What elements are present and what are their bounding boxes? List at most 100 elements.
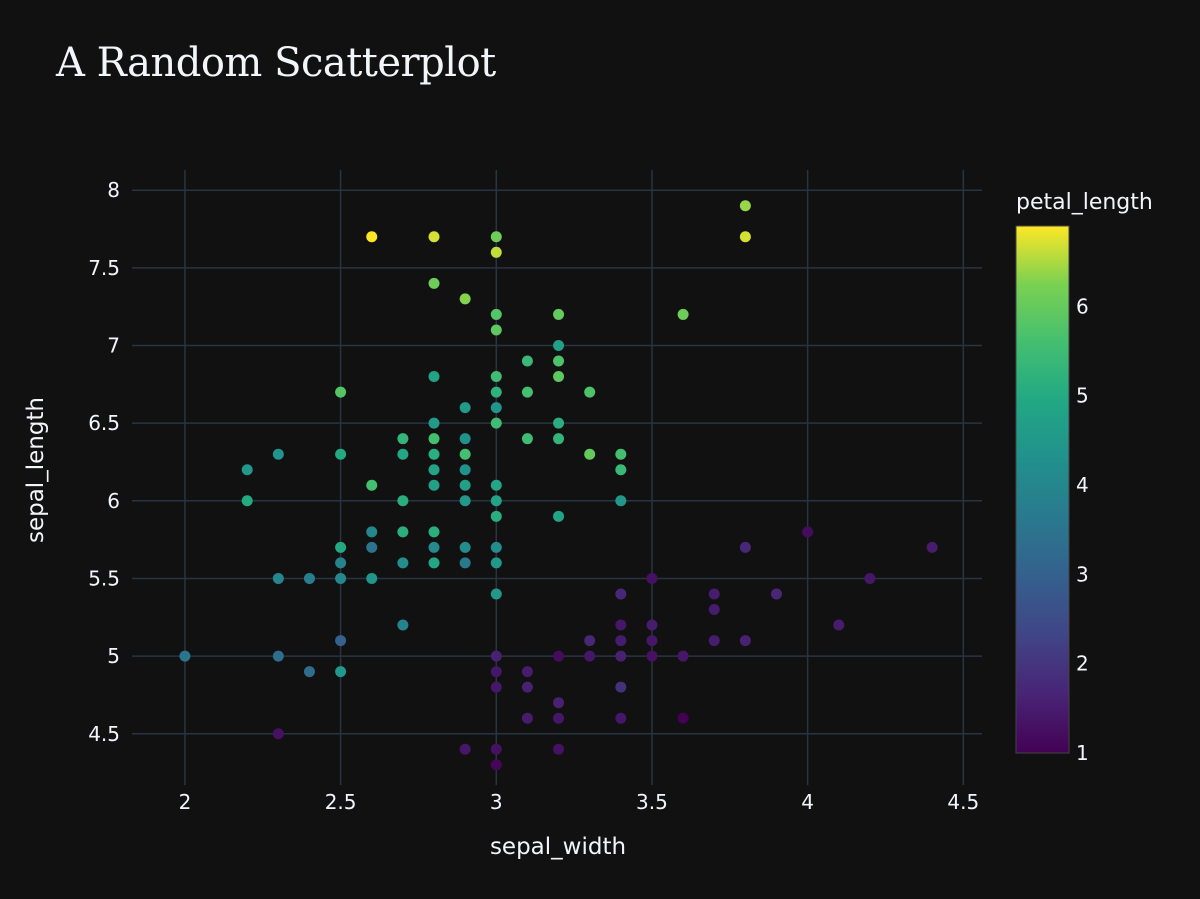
scatter-point bbox=[553, 697, 565, 709]
scatter-point bbox=[615, 588, 627, 600]
y-tick-label: 5 bbox=[107, 644, 120, 668]
scatter-point bbox=[521, 433, 533, 445]
scatter-point bbox=[428, 541, 440, 553]
axis-ticks: 2 2.5 3 3.5 4 4.5 4.5 5 5.5 6 6.5 7 7.5 8 bbox=[88, 178, 979, 814]
scatter-point bbox=[553, 308, 565, 320]
scatter-point bbox=[428, 526, 440, 538]
scatter-point bbox=[272, 448, 284, 460]
scatter-point bbox=[428, 433, 440, 445]
scatter-point bbox=[490, 324, 502, 336]
scatter-point bbox=[521, 666, 533, 678]
scatter-point bbox=[490, 541, 502, 553]
scatter-point bbox=[553, 339, 565, 351]
scatter-point bbox=[335, 557, 347, 569]
scatter-point bbox=[521, 712, 533, 724]
scatter-point bbox=[553, 371, 565, 383]
scatter-point bbox=[366, 479, 378, 491]
scatter-point bbox=[459, 402, 471, 414]
scatter-point bbox=[553, 417, 565, 429]
scatter-point bbox=[335, 386, 347, 398]
colorbar-tick-label: 4 bbox=[1076, 473, 1089, 497]
scatter-point bbox=[490, 371, 502, 383]
scatter-point bbox=[366, 572, 378, 584]
y-tick-label: 5.5 bbox=[88, 566, 120, 590]
scatter-point bbox=[584, 635, 596, 647]
colorbar-ticks: 1 2 3 4 5 6 bbox=[1076, 294, 1089, 765]
scatter-point bbox=[335, 541, 347, 553]
scatter-point bbox=[584, 448, 596, 460]
data-points bbox=[179, 200, 938, 771]
y-tick-label: 7.5 bbox=[88, 256, 120, 280]
scatter-point bbox=[708, 588, 720, 600]
scatter-point bbox=[490, 479, 502, 491]
scatter-point bbox=[739, 231, 751, 243]
scatter-point bbox=[490, 246, 502, 258]
scatter-point bbox=[272, 572, 284, 584]
scatter-point bbox=[459, 557, 471, 569]
scatter-point bbox=[490, 650, 502, 662]
scatter-point bbox=[459, 433, 471, 445]
scatter-point bbox=[241, 464, 253, 476]
scatter-point bbox=[428, 277, 440, 289]
scatter-point bbox=[739, 541, 751, 553]
y-axis-label: sepal_length bbox=[23, 397, 49, 543]
y-tick-label: 4.5 bbox=[88, 722, 120, 746]
scatter-point bbox=[521, 386, 533, 398]
scatter-point bbox=[303, 666, 315, 678]
scatter-point bbox=[428, 417, 440, 429]
scatter-point bbox=[521, 681, 533, 693]
scatter-point bbox=[428, 464, 440, 476]
colorbar-tick-label: 5 bbox=[1076, 384, 1089, 408]
colorbar-tick-label: 2 bbox=[1076, 652, 1089, 676]
scatter-point bbox=[553, 433, 565, 445]
scatter-point bbox=[553, 355, 565, 367]
scatter-point bbox=[708, 635, 720, 647]
scatter-point bbox=[615, 464, 627, 476]
scatter-point bbox=[708, 604, 720, 616]
scatter-point bbox=[553, 650, 565, 662]
scatter-point bbox=[490, 495, 502, 507]
scatter-point bbox=[397, 448, 409, 460]
scatter-point bbox=[584, 386, 596, 398]
x-tick-label: 4 bbox=[801, 790, 814, 814]
scatter-point bbox=[490, 588, 502, 600]
scatter-point bbox=[864, 572, 876, 584]
scatter-point bbox=[490, 417, 502, 429]
scatter-point bbox=[397, 526, 409, 538]
scatter-point bbox=[677, 308, 689, 320]
grid bbox=[132, 170, 982, 785]
scatter-point bbox=[802, 526, 814, 538]
y-tick-label: 8 bbox=[107, 178, 120, 202]
scatter-point bbox=[553, 510, 565, 522]
y-tick-label: 6 bbox=[107, 489, 120, 513]
chart-title: A Random Scatterplot bbox=[56, 40, 496, 86]
scatter-point bbox=[490, 402, 502, 414]
scatter-point bbox=[335, 666, 347, 678]
y-tick-label: 7 bbox=[107, 333, 120, 357]
scatter-point bbox=[272, 650, 284, 662]
scatter-point bbox=[646, 635, 658, 647]
scatter-point bbox=[366, 231, 378, 243]
scatter-point bbox=[397, 619, 409, 631]
scatter-point bbox=[615, 635, 627, 647]
scatter-point bbox=[490, 759, 502, 771]
x-tick-label: 4.5 bbox=[947, 790, 979, 814]
scatter-point bbox=[490, 231, 502, 243]
scatter-point bbox=[428, 557, 440, 569]
colorbar-tick-label: 6 bbox=[1076, 294, 1089, 318]
scatter-point bbox=[397, 495, 409, 507]
scatter-point bbox=[615, 712, 627, 724]
scatter-point bbox=[615, 448, 627, 460]
scatter-point bbox=[553, 743, 565, 755]
scatter-point bbox=[490, 743, 502, 755]
scatter-point bbox=[459, 541, 471, 553]
scatter-point bbox=[677, 712, 689, 724]
scatter-point bbox=[366, 526, 378, 538]
x-tick-label: 2 bbox=[179, 790, 192, 814]
scatter-point bbox=[428, 479, 440, 491]
colorbar-gradient bbox=[1015, 225, 1070, 754]
x-tick-label: 2.5 bbox=[325, 790, 357, 814]
x-tick-label: 3.5 bbox=[636, 790, 668, 814]
scatter-point bbox=[833, 619, 845, 631]
